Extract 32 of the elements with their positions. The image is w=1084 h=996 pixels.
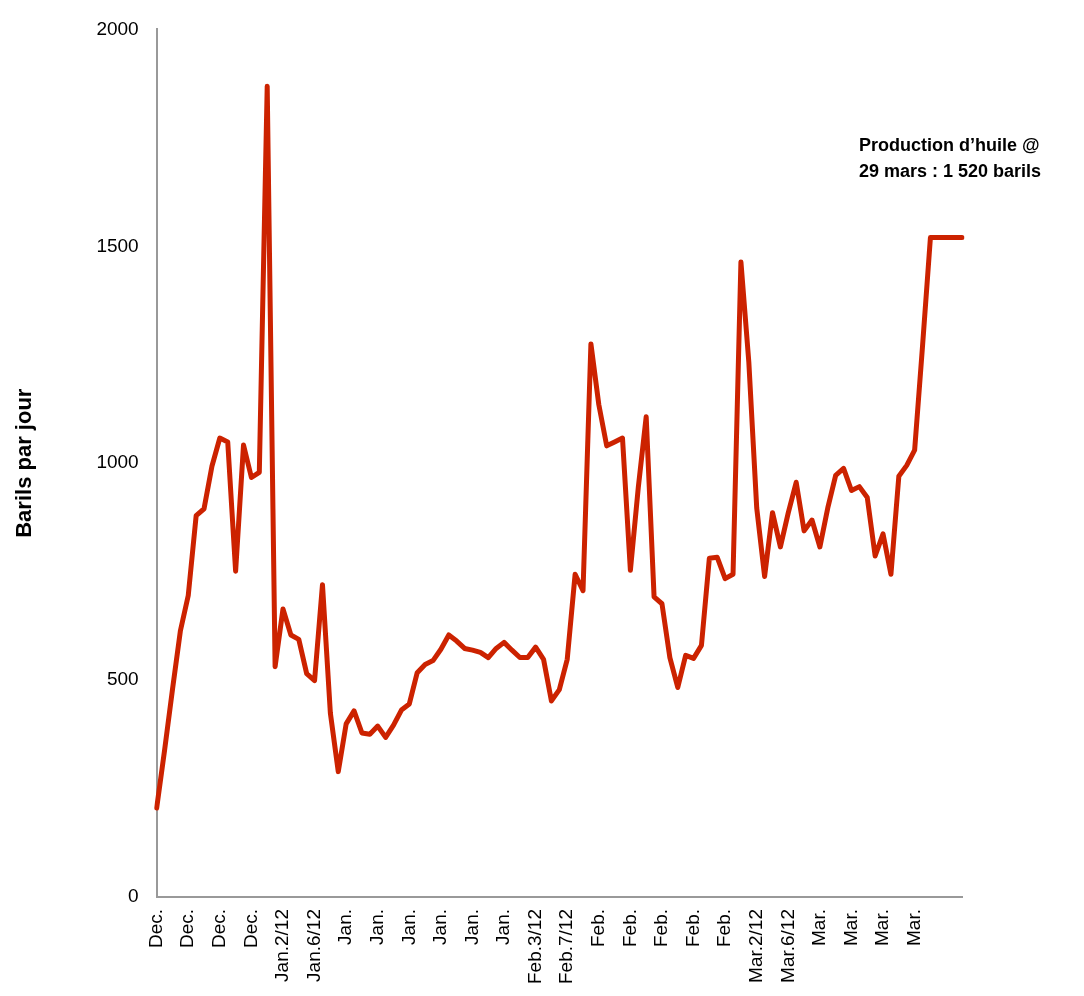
y-tick-label: 2000 <box>96 17 139 39</box>
x-tick-label: Dec. <box>208 909 230 949</box>
x-tick-label: Mar. <box>808 909 830 946</box>
x-tick-label: Dec. <box>144 909 166 949</box>
x-tick-label: Jan. <box>460 909 482 945</box>
y-tick-label: 500 <box>106 668 139 690</box>
x-tick-label: Jan. <box>365 909 387 945</box>
x-tick-label: Feb. <box>587 909 609 948</box>
x-tick-label: Dec. <box>176 909 198 949</box>
x-tick-label: Jan. <box>334 909 356 945</box>
x-tick-label: Feb. <box>681 909 703 948</box>
y-axis-title: Barils par jour <box>11 388 37 538</box>
y-tick-label: 1500 <box>96 234 139 256</box>
x-tick-label: Mar.2/12 <box>744 909 766 983</box>
x-tick-label: Dec. <box>239 909 261 949</box>
x-tick-label: Feb.7/12 <box>555 909 577 984</box>
x-tick-label: Jan. <box>492 909 514 945</box>
x-tick-label: Jan. <box>397 909 419 945</box>
annotation: Production d’huile @ 29 mars : 1 520 barils <box>859 134 1042 181</box>
x-tick-label: Feb. <box>618 909 640 948</box>
y-tick-label: 1000 <box>96 451 139 473</box>
x-tick-label: Mar. <box>839 909 861 946</box>
x-tick-label: Feb.3/12 <box>523 909 545 984</box>
x-tick-label: Feb. <box>713 909 735 948</box>
x-tick-label: Mar.6/12 <box>776 909 798 983</box>
x-tick-label: Feb. <box>650 909 672 948</box>
x-tick-label: Jan. <box>429 909 451 945</box>
x-tick-label: Mar. <box>871 909 893 946</box>
x-tick-label: Jan.2/12 <box>271 909 293 982</box>
x-tick-label: Mar. <box>902 909 924 946</box>
y-tick-label: 0 <box>128 885 139 907</box>
x-tick-label: Jan.6/12 <box>302 909 324 982</box>
